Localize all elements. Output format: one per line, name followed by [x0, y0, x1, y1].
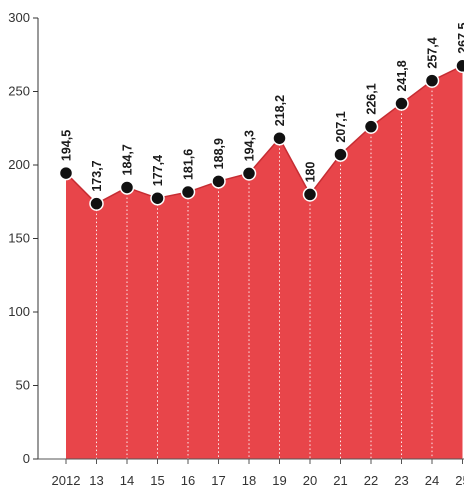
data-label: 194,5 [60, 130, 74, 161]
data-label: 257,4 [426, 37, 440, 68]
data-point-marker [272, 130, 287, 146]
data-point-marker [89, 196, 104, 211]
data-point-marker [58, 165, 74, 181]
data-point-marker [333, 147, 348, 162]
x-tick-label: 13 [89, 473, 103, 488]
data-point-marker [363, 119, 379, 134]
data-point-marker [302, 187, 318, 202]
data-label: 207,1 [334, 111, 348, 142]
data-point-marker [211, 174, 226, 189]
data-label-highlight: 267,5 [456, 22, 464, 53]
data-label: 218,2 [273, 95, 287, 126]
data-label: 188,9 [212, 138, 226, 169]
data-markers [58, 58, 464, 211]
y-tick-label: 0 [23, 451, 30, 466]
y-axis: 0 50 100 150 200 250 300 [8, 10, 39, 466]
data-point-marker [455, 58, 464, 74]
x-tick-label: 20 [303, 473, 317, 488]
data-label: 184,7 [121, 144, 135, 175]
data-label: 226,1 [365, 83, 379, 114]
data-labels: 194,5 173,7 184,7 177,4 181,6 188,9 194,3 218,2… [60, 22, 464, 191]
data-point-marker [424, 73, 440, 88]
x-tick-label: 24 [425, 473, 439, 488]
data-point-marker [150, 190, 165, 206]
x-tick-label: 15 [150, 473, 164, 488]
data-label: 180 [304, 161, 318, 182]
data-label: 241,8 [395, 60, 409, 91]
y-tick-label: 100 [8, 304, 30, 319]
data-point-marker [241, 166, 257, 181]
x-tick-label: 22 [364, 473, 378, 488]
x-tick-label: 19 [272, 473, 286, 488]
x-tick-label: 18 [242, 473, 256, 488]
x-tick-label: 21 [333, 473, 347, 488]
x-tick-label: 23 [394, 473, 408, 488]
data-label: 181,6 [182, 149, 196, 180]
data-label: 177,4 [151, 155, 165, 186]
y-tick-label: 300 [8, 10, 30, 25]
x-tick-label: 14 [120, 473, 134, 488]
data-point-marker [394, 96, 409, 111]
x-tick-label: 2012 [52, 473, 81, 488]
plot-area [65, 65, 463, 460]
x-tick-label: 17 [211, 473, 225, 488]
y-tick-label: 250 [8, 84, 30, 99]
y-tick-label: 50 [16, 378, 30, 393]
x-tick-label: 16 [181, 473, 195, 488]
x-tick-label: 25 [455, 473, 464, 488]
y-tick-label: 150 [8, 231, 30, 246]
area-fill [66, 65, 463, 460]
x-axis: 2012 13 14 15 16 17 18 19 20 21 22 23 24 25 [38, 458, 464, 488]
data-label: 194,3 [243, 130, 257, 161]
data-label: 173,7 [90, 160, 104, 191]
data-point-marker [119, 180, 135, 195]
y-tick-label: 200 [8, 157, 30, 172]
data-point-marker [180, 184, 196, 200]
